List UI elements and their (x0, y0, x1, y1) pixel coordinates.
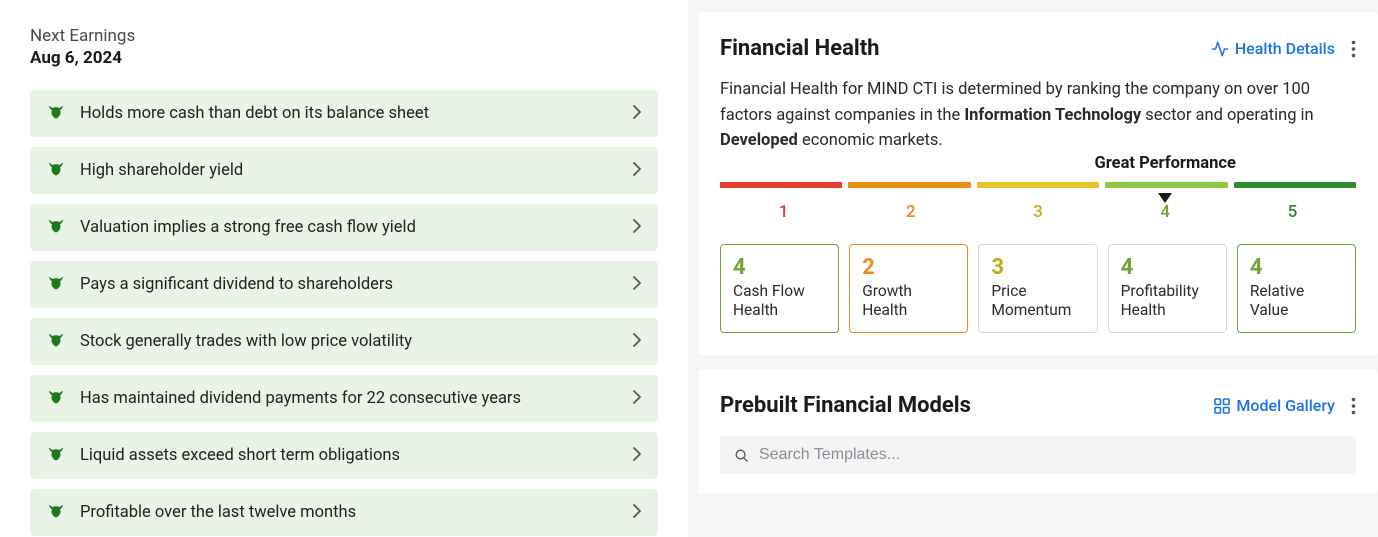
insight-row[interactable]: Holds more cash than debt on its balance… (30, 90, 658, 137)
insight-text: Stock generally trades with low price vo… (80, 332, 632, 351)
more-menu-icon[interactable] (1351, 397, 1356, 415)
bull-icon (46, 104, 80, 124)
score-label: Relative Value (1250, 282, 1343, 321)
financial-health-actions: Health Details (1211, 39, 1356, 58)
desc-market: Developed (720, 131, 798, 150)
insight-text: Liquid assets exceed short term obligati… (80, 446, 632, 465)
chevron-right-icon (632, 331, 642, 352)
score-label: Price Momentum (991, 282, 1084, 321)
gauge-numbers: 12345 (720, 202, 1356, 222)
next-earnings-date: Aug 6, 2024 (30, 48, 658, 68)
chevron-right-icon (632, 388, 642, 409)
insight-text: Has maintained dividend payments for 22 … (80, 389, 632, 408)
gauge-number: 5 (1229, 202, 1356, 222)
score-label: Cash Flow Health (733, 282, 826, 321)
grid-icon (1214, 398, 1230, 414)
bull-icon (46, 389, 80, 409)
score-value: 4 (1121, 255, 1214, 280)
score-label: Profitability Health (1121, 282, 1214, 321)
next-earnings-label: Next Earnings (30, 26, 658, 46)
insight-text: Pays a significant dividend to sharehold… (80, 275, 632, 294)
score-cards: 4Cash Flow Health2Growth Health3Price Mo… (720, 244, 1356, 334)
insight-text: High shareholder yield (80, 161, 632, 180)
earnings-insights-panel: Next Earnings Aug 6, 2024 Holds more cas… (0, 0, 688, 537)
insight-text: Profitable over the last twelve months (80, 503, 632, 522)
insights-list: Holds more cash than debt on its balance… (30, 90, 658, 536)
score-card[interactable]: 4Profitability Health (1108, 244, 1227, 334)
score-value: 4 (1250, 255, 1343, 280)
insight-row[interactable]: Profitable over the last twelve months (30, 489, 658, 536)
score-card[interactable]: 2Growth Health (849, 244, 968, 334)
score-value: 3 (991, 255, 1084, 280)
pulse-icon (1211, 40, 1229, 58)
financial-health-card: Financial Health Health Details Financia… (698, 12, 1378, 355)
financial-health-header: Financial Health Health Details (720, 36, 1356, 61)
gauge-performance-label: Great Performance (1095, 154, 1236, 173)
chevron-right-icon (632, 445, 642, 466)
chevron-right-icon (632, 502, 642, 523)
search-icon (734, 448, 749, 463)
template-search-box[interactable] (720, 436, 1356, 474)
model-gallery-link[interactable]: Model Gallery (1214, 396, 1335, 415)
gauge-pointer-icon (1158, 188, 1172, 207)
desc-sector: Information Technology (964, 106, 1141, 125)
more-menu-icon[interactable] (1351, 40, 1356, 58)
performance-gauge: Great Performance 12345 (720, 182, 1356, 222)
bull-icon (46, 332, 80, 352)
score-value: 2 (862, 255, 955, 280)
insight-row[interactable]: Valuation implies a strong free cash flo… (30, 204, 658, 251)
bull-icon (46, 161, 80, 181)
prebuilt-models-actions: Model Gallery (1214, 396, 1356, 415)
insight-row[interactable]: Stock generally trades with low price vo… (30, 318, 658, 365)
gauge-number: 2 (847, 202, 974, 222)
prebuilt-models-title: Prebuilt Financial Models (720, 393, 971, 418)
gauge-segment (720, 182, 842, 188)
chevron-right-icon (632, 274, 642, 295)
gauge-bar (720, 182, 1356, 188)
bull-icon (46, 218, 80, 238)
score-card[interactable]: 4Relative Value (1237, 244, 1356, 334)
health-details-link[interactable]: Health Details (1211, 39, 1335, 58)
chevron-right-icon (632, 217, 642, 238)
bull-icon (46, 503, 80, 523)
insight-row[interactable]: High shareholder yield (30, 147, 658, 194)
desc-text: economic markets. (798, 131, 943, 150)
score-value: 4 (733, 255, 826, 280)
gauge-segment (1234, 182, 1356, 188)
insight-text: Valuation implies a strong free cash flo… (80, 218, 632, 237)
chevron-right-icon (632, 160, 642, 181)
financial-health-description: Financial Health for MIND CTI is determi… (720, 77, 1356, 154)
insight-row[interactable]: Liquid assets exceed short term obligati… (30, 432, 658, 479)
gauge-number: 1 (720, 202, 847, 222)
right-column: Financial Health Health Details Financia… (688, 0, 1378, 537)
gauge-segment (977, 182, 1099, 188)
insight-row[interactable]: Pays a significant dividend to sharehold… (30, 261, 658, 308)
gauge-segment (848, 182, 970, 188)
template-search-input[interactable] (759, 446, 1342, 464)
score-card[interactable]: 4Cash Flow Health (720, 244, 839, 334)
bull-icon (46, 446, 80, 466)
prebuilt-models-header: Prebuilt Financial Models Model Gallery (720, 393, 1356, 418)
chevron-right-icon (632, 103, 642, 124)
score-card[interactable]: 3Price Momentum (978, 244, 1097, 334)
score-label: Growth Health (862, 282, 955, 321)
bull-icon (46, 275, 80, 295)
insight-row[interactable]: Has maintained dividend payments for 22 … (30, 375, 658, 422)
gauge-number: 3 (974, 202, 1101, 222)
health-details-link-text: Health Details (1235, 39, 1335, 58)
financial-health-title: Financial Health (720, 36, 879, 61)
model-gallery-link-text: Model Gallery (1236, 396, 1335, 415)
desc-text: sector and operating in (1141, 106, 1314, 125)
insight-text: Holds more cash than debt on its balance… (80, 104, 632, 123)
prebuilt-models-card: Prebuilt Financial Models Model Gallery (698, 369, 1378, 494)
